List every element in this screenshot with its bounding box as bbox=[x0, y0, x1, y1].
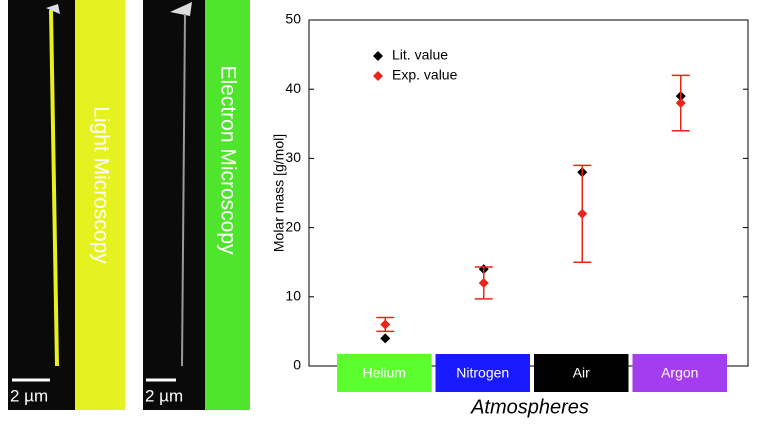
category-box bbox=[435, 354, 530, 392]
x-axis-label: Atmospheres bbox=[470, 396, 589, 418]
y-tick-label: 20 bbox=[285, 218, 301, 234]
plot-frame bbox=[308, 19, 749, 367]
marker bbox=[380, 319, 391, 330]
legend-marker bbox=[373, 71, 383, 81]
y-tick-label: 10 bbox=[285, 288, 301, 304]
x-tick-label: Helium bbox=[362, 365, 406, 381]
electron-image bbox=[143, 0, 205, 410]
scale-label: 2 µm bbox=[145, 386, 183, 405]
y-tick-label: 50 bbox=[285, 11, 301, 27]
tip bbox=[170, 2, 192, 16]
tip bbox=[46, 4, 60, 14]
y-axis-label: Molar mass [g/mol] bbox=[271, 134, 287, 252]
category-box bbox=[337, 354, 432, 392]
category-box bbox=[632, 354, 727, 392]
x-tick-label: Argon bbox=[661, 365, 698, 381]
x-tick-label: Air bbox=[573, 365, 590, 381]
scale-label: 2 µm bbox=[10, 386, 48, 405]
light-image bbox=[8, 0, 75, 410]
x-tick-label: Nitrogen bbox=[456, 365, 509, 381]
category-box bbox=[534, 354, 629, 392]
y-tick-label: 30 bbox=[285, 149, 301, 165]
legend-marker bbox=[373, 51, 383, 61]
y-tick-label: 0 bbox=[293, 357, 301, 373]
marker bbox=[675, 98, 686, 109]
marker bbox=[577, 208, 588, 219]
legend-label: Lit. value bbox=[392, 47, 448, 63]
panel-label: Electron Microscopy bbox=[216, 65, 239, 255]
y-tick-label: 40 bbox=[285, 80, 301, 96]
marker bbox=[380, 333, 391, 344]
panel-label: Light Microscopy bbox=[89, 106, 112, 264]
legend-label: Exp. value bbox=[392, 67, 458, 83]
fiber bbox=[181, 13, 186, 367]
marker bbox=[478, 277, 489, 288]
fiber bbox=[49, 9, 59, 367]
label-strip bbox=[205, 0, 250, 410]
label-strip bbox=[75, 0, 125, 410]
